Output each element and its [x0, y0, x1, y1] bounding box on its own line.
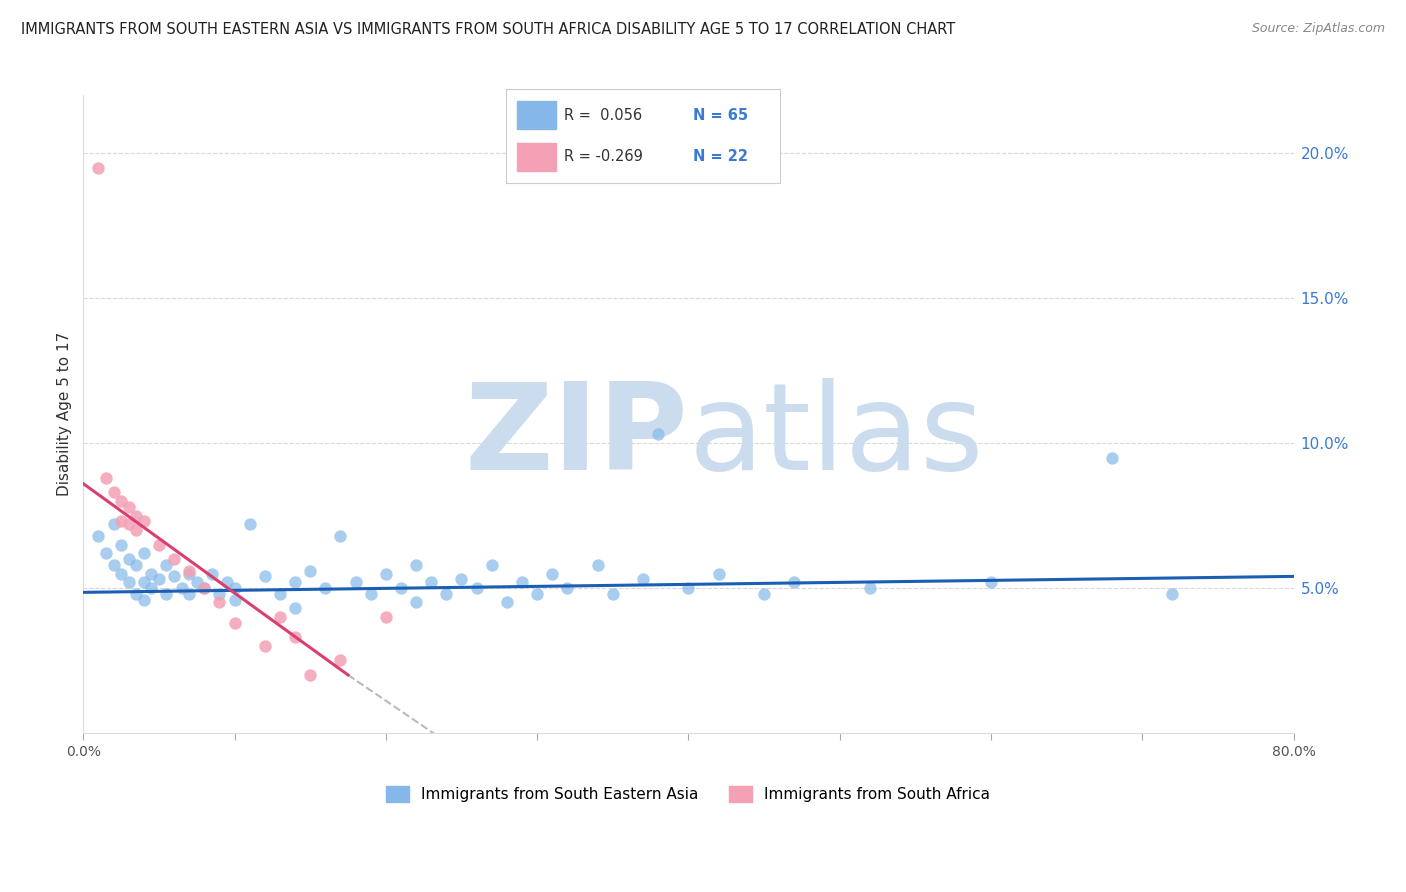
Text: Source: ZipAtlas.com: Source: ZipAtlas.com — [1251, 22, 1385, 36]
Point — [155, 558, 177, 572]
Point — [125, 508, 148, 523]
Point — [299, 564, 322, 578]
Point — [94, 471, 117, 485]
Point — [586, 558, 609, 572]
Point — [179, 587, 201, 601]
Point — [125, 558, 148, 572]
Point — [1161, 587, 1184, 601]
Point — [155, 587, 177, 601]
Point — [329, 529, 352, 543]
Point — [1101, 450, 1123, 465]
Point — [557, 581, 579, 595]
Point — [125, 587, 148, 601]
Point — [314, 581, 336, 595]
Point — [647, 427, 669, 442]
Point — [110, 537, 132, 551]
Point — [118, 575, 141, 590]
Point — [148, 537, 170, 551]
Bar — [517, 102, 555, 129]
Point — [253, 639, 276, 653]
Point — [208, 587, 231, 601]
Legend: Immigrants from South Eastern Asia, Immigrants from South Africa: Immigrants from South Eastern Asia, Immi… — [380, 780, 997, 808]
Point — [132, 546, 155, 560]
Point — [344, 575, 367, 590]
Point — [374, 566, 396, 581]
Point — [179, 566, 201, 581]
Point — [450, 572, 472, 586]
Point — [125, 523, 148, 537]
Point — [707, 566, 730, 581]
Point — [510, 575, 533, 590]
Point — [783, 575, 806, 590]
Point — [208, 595, 231, 609]
Point — [141, 566, 163, 581]
Point — [132, 575, 155, 590]
Point — [224, 581, 246, 595]
Point — [224, 592, 246, 607]
Point — [110, 566, 132, 581]
Point — [360, 587, 382, 601]
Point — [87, 161, 110, 175]
Point — [405, 558, 427, 572]
Point — [215, 575, 238, 590]
Point — [374, 610, 396, 624]
Point — [526, 587, 548, 601]
Point — [329, 653, 352, 667]
Point — [481, 558, 503, 572]
Point — [132, 592, 155, 607]
Point — [103, 485, 125, 500]
Point — [541, 566, 564, 581]
Point — [284, 630, 307, 644]
Point — [193, 581, 215, 595]
Point — [170, 581, 193, 595]
Point — [678, 581, 700, 595]
Point — [118, 517, 141, 532]
Point — [163, 569, 186, 583]
Point — [752, 587, 775, 601]
Point — [631, 572, 654, 586]
Point — [186, 575, 208, 590]
Point — [420, 575, 443, 590]
Text: R =  0.056: R = 0.056 — [564, 108, 643, 123]
Point — [269, 610, 291, 624]
Text: N = 22: N = 22 — [693, 149, 748, 164]
Point — [87, 529, 110, 543]
Point — [118, 552, 141, 566]
Point — [405, 595, 427, 609]
Point — [859, 581, 882, 595]
Point — [284, 575, 307, 590]
Point — [103, 517, 125, 532]
Text: ZIP: ZIP — [464, 378, 689, 495]
Point — [434, 587, 457, 601]
Bar — [517, 143, 555, 170]
Point — [110, 514, 132, 528]
Point — [193, 581, 215, 595]
Point — [284, 601, 307, 615]
Point — [299, 668, 322, 682]
Point — [253, 569, 276, 583]
Point — [602, 587, 624, 601]
Point — [239, 517, 262, 532]
Point — [465, 581, 488, 595]
Text: R = -0.269: R = -0.269 — [564, 149, 643, 164]
Point — [224, 615, 246, 630]
Point — [118, 500, 141, 514]
Point — [94, 546, 117, 560]
Point — [163, 552, 186, 566]
Text: atlas: atlas — [689, 378, 984, 495]
Point — [269, 587, 291, 601]
Y-axis label: Disability Age 5 to 17: Disability Age 5 to 17 — [58, 332, 72, 496]
Point — [389, 581, 412, 595]
Point — [496, 595, 519, 609]
Point — [132, 514, 155, 528]
Point — [110, 494, 132, 508]
Point — [148, 572, 170, 586]
Text: IMMIGRANTS FROM SOUTH EASTERN ASIA VS IMMIGRANTS FROM SOUTH AFRICA DISABILITY AG: IMMIGRANTS FROM SOUTH EASTERN ASIA VS IM… — [21, 22, 955, 37]
Point — [980, 575, 1002, 590]
Text: N = 65: N = 65 — [693, 108, 748, 123]
Point — [141, 581, 163, 595]
Point — [103, 558, 125, 572]
Point — [201, 566, 224, 581]
Point — [179, 564, 201, 578]
